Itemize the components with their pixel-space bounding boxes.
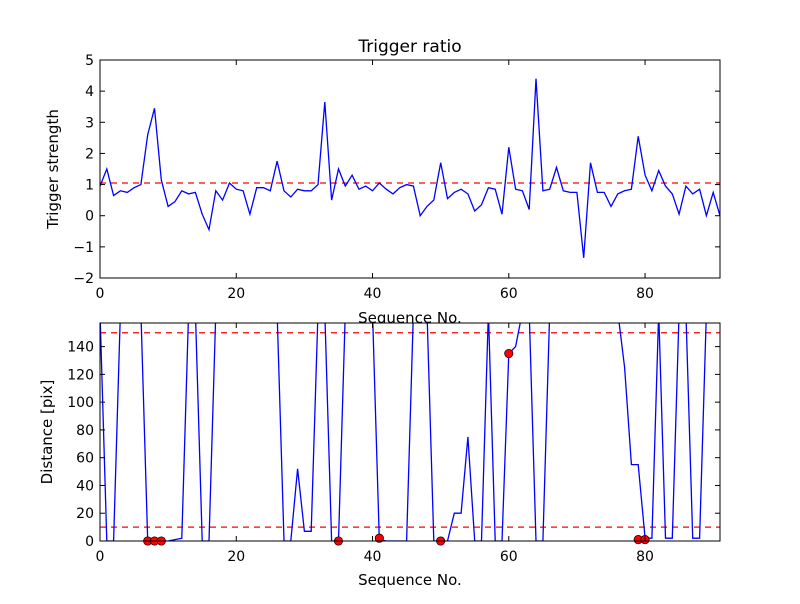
chart-top-xticks: 0 20 40 60 80 <box>96 60 654 302</box>
chart-top-ytick-label: 2 <box>85 146 94 162</box>
chart-top-xtick-label: 20 <box>227 286 245 302</box>
chart-bottom-marker-point <box>374 533 384 543</box>
chart-bottom-xtick-label: 80 <box>636 549 654 565</box>
chart-top-title: Trigger ratio <box>357 37 461 57</box>
chart-bottom: 0 20 40 60 80 0 20 40 60 80 100 120 140 Sequence No… <box>38 322 721 589</box>
chart-bottom-ytick-label: 20 <box>76 506 94 522</box>
chart-bottom-ytick-label: 100 <box>67 395 94 411</box>
chart-bottom-series-line <box>100 323 707 541</box>
chart-bottom-ytick-label: 60 <box>76 451 94 467</box>
chart-bottom-xticks: 0 20 40 60 80 <box>96 323 654 565</box>
chart-top-series-line <box>100 78 720 258</box>
chart-top-ytick-label: 5 <box>85 53 94 69</box>
chart-bottom-marker-point <box>504 348 514 359</box>
chart-bottom-frame <box>99 322 721 542</box>
chart-bottom-ylabel: Distance [pix] <box>38 380 56 485</box>
chart-bottom-yticks: 0 20 40 60 80 100 120 140 <box>67 340 720 550</box>
chart-top-xtick-label: 80 <box>636 286 654 302</box>
chart-top-xtick-label: 40 <box>364 286 382 302</box>
chart-bottom-ytick-label: 140 <box>67 340 94 356</box>
chart-bottom-ytick-label: 0 <box>85 534 94 550</box>
chart-top-xtick-label: 0 <box>96 286 105 302</box>
chart-top-ytick-label: −2 <box>73 271 94 287</box>
chart-bottom-xtick-label: 40 <box>364 549 382 565</box>
chart-bottom-xtick-label: 0 <box>96 549 105 565</box>
chart-top-ytick-label: −1 <box>73 240 94 256</box>
chart-top-ytick-label: 3 <box>85 115 94 131</box>
chart-top-ytick-label: 1 <box>85 178 94 194</box>
chart-bottom-xtick-label: 60 <box>500 549 518 565</box>
chart-top-plot <box>100 78 720 258</box>
chart-top-ylabel: Trigger strength <box>44 109 62 230</box>
chart-top-ytick-label: 4 <box>85 84 94 100</box>
chart-top-frame <box>99 59 721 279</box>
chart-bottom-xlabel: Sequence No. <box>358 571 462 589</box>
chart-bottom-ytick-label: 120 <box>67 367 94 383</box>
chart-top-ytick-label: 0 <box>85 209 94 225</box>
chart-top-yticks: −2 −1 0 1 2 3 4 5 <box>73 53 720 287</box>
chart-bottom-ytick-label: 40 <box>76 478 94 494</box>
chart-bottom-ytick-label: 80 <box>76 423 94 439</box>
chart-bottom-xtick-label: 20 <box>227 549 245 565</box>
chart-top-xtick-label: 60 <box>500 286 518 302</box>
